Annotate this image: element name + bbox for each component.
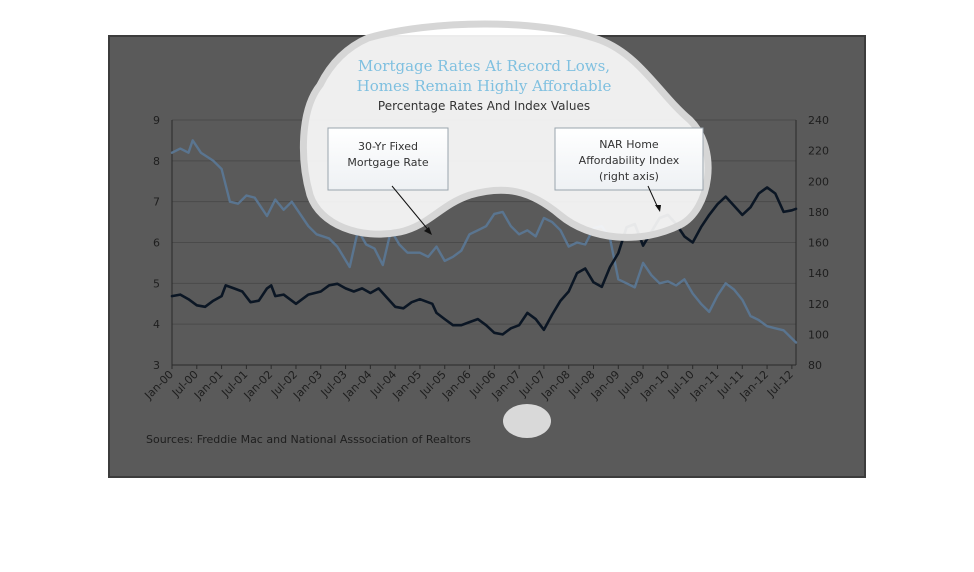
right-tick-label-140: 140 bbox=[808, 267, 829, 280]
source-note: Sources: Freddie Mac and National Asssoc… bbox=[146, 433, 471, 446]
left-tick-label-9: 9 bbox=[153, 114, 160, 127]
right-tick-label-240: 240 bbox=[808, 114, 829, 127]
annotation-index-arrow bbox=[647, 185, 659, 209]
left-tick-label-7: 7 bbox=[153, 196, 160, 209]
series-line-mortgage-rate bbox=[170, 139, 798, 344]
series-layer bbox=[170, 139, 798, 344]
series-line-affordability-index bbox=[170, 186, 798, 336]
left-tick-label-8: 8 bbox=[153, 155, 160, 168]
right-tick-label-160: 160 bbox=[808, 237, 829, 250]
right-tick-label-80: 80 bbox=[808, 359, 822, 372]
left-tick-label-3: 3 bbox=[153, 359, 160, 372]
annotation-rate-line1: 30-Yr Fixed bbox=[358, 140, 418, 153]
annotation-index-line1: NAR Home bbox=[599, 138, 659, 151]
right-tick-label-100: 100 bbox=[808, 328, 829, 341]
right-tick-label-200: 200 bbox=[808, 175, 829, 188]
annotation-box-index bbox=[554, 127, 704, 191]
left-tick-label-5: 5 bbox=[153, 277, 160, 290]
right-tick-label-120: 120 bbox=[808, 298, 829, 311]
chart-subtitle: Percentage Rates And Index Values bbox=[378, 99, 590, 113]
highlight-ellipse bbox=[503, 404, 551, 438]
right-tick-label-180: 180 bbox=[808, 206, 829, 219]
left-tick-label-4: 4 bbox=[153, 318, 160, 331]
left-axis-ticks: 3 4 5 6 7 8 9 bbox=[153, 114, 160, 372]
annotation-rate-arrowhead bbox=[424, 227, 432, 235]
annotation-index-line3: (right axis) bbox=[599, 170, 659, 183]
annotation-rate-arrow bbox=[391, 185, 431, 233]
right-axis-ticks: 80 100 120 140 160 180 200 220 240 bbox=[808, 114, 829, 372]
chart-title-line1: Mortgage Rates At Record Lows, bbox=[358, 57, 610, 75]
annotation-index-line2: Affordability Index bbox=[579, 154, 680, 167]
left-tick-label-6: 6 bbox=[153, 237, 160, 250]
annotation-box-rate bbox=[327, 127, 449, 191]
annotation-rate-line2: Mortgage Rate bbox=[347, 156, 428, 169]
chart-title-line2: Homes Remain Highly Affordable bbox=[357, 77, 612, 95]
right-tick-label-220: 220 bbox=[808, 145, 829, 158]
annotation-index-arrowhead bbox=[655, 205, 661, 212]
